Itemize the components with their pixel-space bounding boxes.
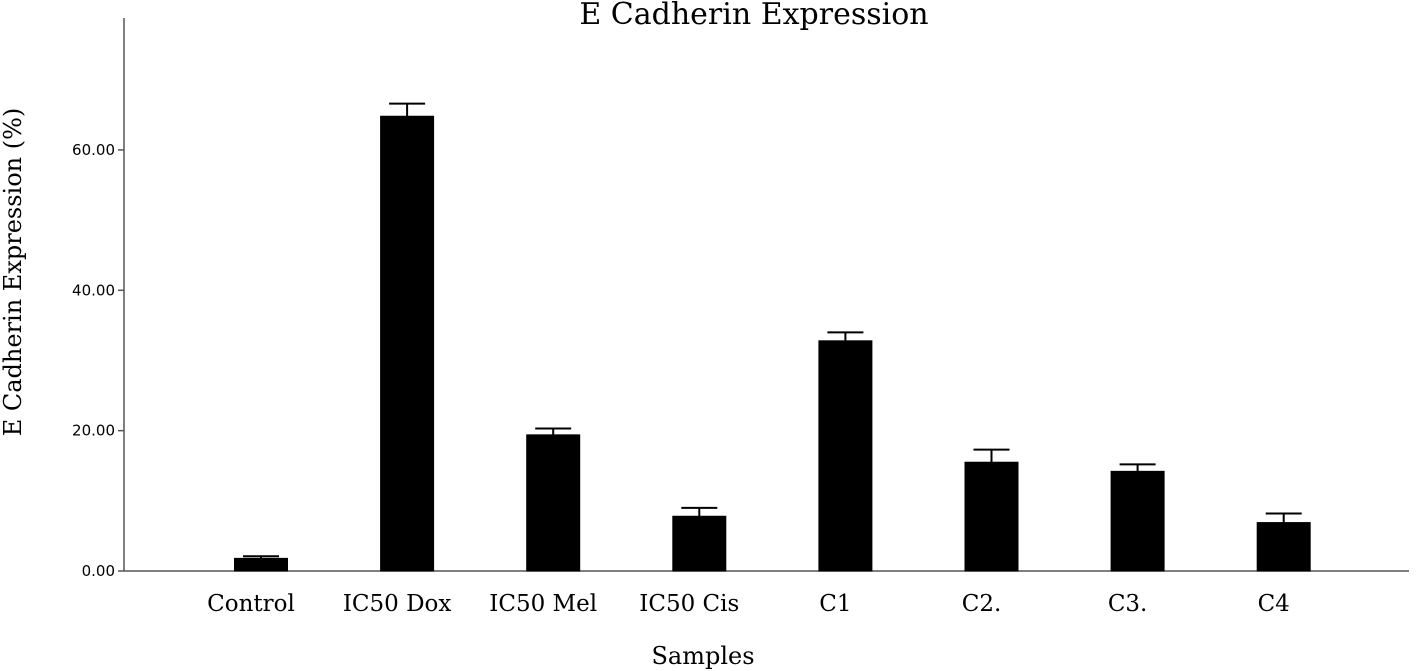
y-axis-label: E Cadherin Expression (%) [0, 108, 27, 437]
y-tick-label: 40.00 [72, 281, 115, 299]
y-ticks: 0.00 20.00 40.00 60.00 [72, 141, 124, 580]
x-tick-label: IC50 Cis [639, 591, 739, 617]
chart-title: E Cadherin Expression [579, 0, 928, 32]
bar-ic50-mel [526, 434, 581, 572]
bar-c2 [964, 461, 1019, 572]
x-axis-label: Samples [651, 642, 754, 670]
y-tick-label: 60.00 [72, 141, 115, 159]
y-tick-label: 0.00 [82, 562, 115, 580]
error-bars [243, 102, 1302, 559]
y-tick-label: 20.00 [72, 422, 115, 440]
bar-c1 [818, 340, 873, 572]
bar-ic50-cis [672, 515, 727, 572]
x-tick-label: Control [207, 591, 295, 617]
bar-ic50-dox [380, 115, 435, 572]
bars [234, 115, 1311, 572]
x-tick-label: C3. [1108, 591, 1148, 617]
bar-c4 [1256, 522, 1311, 572]
bar-c3 [1110, 470, 1165, 572]
x-tick-label: IC50 Dox [343, 591, 452, 617]
x-tick-label: IC50 Mel [489, 591, 597, 617]
x-tick-label: C1 [819, 591, 851, 617]
x-tick-labels: Control IC50 Dox IC50 Mel IC50 Cis C1 C2. C3. C… [207, 591, 1290, 617]
x-tick-label: C2. [962, 591, 1002, 617]
x-tick-label: C4 [1258, 591, 1290, 617]
bar-control [234, 557, 288, 572]
